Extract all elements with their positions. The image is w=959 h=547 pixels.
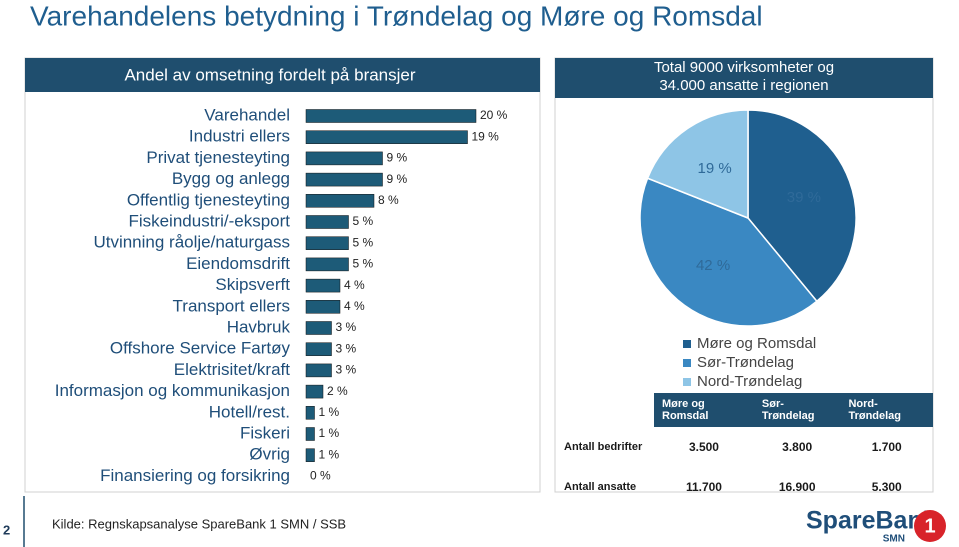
pie-slice	[747, 109, 857, 303]
category-label: Eiendomsdrift	[186, 254, 290, 273]
bar	[305, 363, 332, 378]
logo-sub: SMN	[883, 534, 905, 545]
page-number: 2	[3, 522, 10, 537]
row-label: Antall bedrifter	[564, 441, 643, 453]
value-label: 1 %	[319, 447, 340, 461]
legend-swatch	[683, 378, 691, 386]
row-label: Antall ansatte	[564, 481, 637, 493]
value-label: 9 %	[387, 151, 408, 165]
value-label: 5 %	[353, 214, 374, 228]
value-label: 3 %	[336, 341, 357, 355]
table-cell: 3.500	[688, 440, 719, 454]
bar	[305, 194, 375, 208]
logo-circle	[914, 510, 946, 542]
slice-label: 39 %	[787, 189, 821, 206]
value-label: 3 %	[336, 320, 357, 334]
legend-label: Sør-Trøndelag	[697, 354, 794, 371]
category-label: Fiskeindustri/-eksport	[128, 211, 290, 230]
category-label: Offentlig tjenesteyting	[127, 190, 290, 209]
bar	[305, 342, 332, 356]
category-label: Elektrisitet/kraft	[174, 360, 290, 379]
summary-table: Møre og Romsdal Sør-Trøndelag Nord-Trønd…	[558, 393, 933, 507]
table-cell: 16.900	[778, 480, 816, 494]
slice-label: 42 %	[696, 257, 730, 274]
value-label: 4 %	[344, 278, 365, 292]
value-label: 1 %	[319, 405, 340, 419]
bar	[305, 151, 383, 166]
value-label: 2 %	[327, 384, 348, 398]
category-label: Offshore Service Fartøy	[110, 339, 291, 358]
bar	[305, 257, 349, 272]
bar	[305, 172, 383, 187]
category-label: Havbruk	[227, 317, 291, 336]
value-label: 5 %	[353, 235, 374, 249]
pie-title-box: Total 9000 virksomheter og 34.000 ansatt…	[653, 59, 835, 94]
pie-panel-header	[555, 58, 933, 98]
category-label: Varehandel	[204, 105, 290, 124]
pie-chart-title: Total 9000 virksomheter og 34.000 ansatt…	[653, 59, 835, 94]
category-label: Industri ellers	[189, 127, 290, 146]
bar	[305, 448, 315, 462]
category-label: Hotell/rest.	[209, 402, 290, 421]
pie-slice	[639, 177, 818, 327]
source-note: Kilde: Regnskapsanalyse SpareBank 1 SMN …	[52, 516, 346, 531]
table-cell: 1.700	[871, 440, 902, 454]
table-header-row: Møre og Romsdal Sør-Trøndelag Nord-Trønd…	[558, 393, 933, 427]
bar	[305, 384, 324, 399]
bar	[305, 278, 341, 293]
table-cell: 5.300	[871, 480, 902, 494]
value-label: 9 %	[387, 172, 408, 186]
logo-number: 1	[924, 515, 935, 537]
table-corner	[558, 393, 654, 427]
table-cell: 11.700	[685, 480, 722, 494]
category-label: Informasjon og kommunikasjon	[55, 381, 290, 400]
value-label: 0 %	[310, 469, 331, 483]
bar	[305, 321, 332, 335]
category-label: Bygg og anlegg	[172, 169, 290, 188]
legend-label: Nord-Trøndelag	[697, 373, 802, 390]
table-row: Antall bedrifter 3.500 3.800 1.700	[558, 427, 933, 467]
bar	[305, 109, 477, 123]
legend-swatch	[683, 359, 691, 367]
value-label: 19 %	[472, 129, 500, 143]
legend-label: Møre og Romsdal	[697, 335, 816, 352]
bar	[305, 130, 468, 144]
category-label: Privat tjenesteyting	[146, 148, 290, 167]
legend-swatch	[683, 340, 691, 348]
value-label: 4 %	[344, 299, 365, 313]
table-header: Nord-Trøndelag	[840, 393, 933, 427]
bar-chart-title: Andel av omsetning fordelt på bransjer	[124, 65, 415, 84]
table-row: Antall ansatte 11.700 16.900 5.300	[558, 467, 933, 507]
value-label: 3 %	[336, 363, 357, 377]
bar	[305, 236, 349, 250]
category-label: Utvinning råolje/naturgass	[93, 233, 290, 252]
value-label: 20 %	[480, 108, 508, 122]
slide-title: Varehandelens betydning i Trøndelag og M…	[30, 0, 763, 31]
value-label: 1 %	[319, 426, 340, 440]
category-label: Skipsverft	[215, 275, 290, 294]
slice-label: 19 %	[698, 160, 732, 177]
table-cell: 3.800	[782, 440, 813, 454]
table-header: Møre og Romsdal	[654, 393, 754, 427]
value-label: 5 %	[353, 257, 374, 271]
category-label: Finansiering og forsikring	[100, 466, 290, 485]
bar-panel-header	[25, 58, 540, 92]
table-header: Sør-Trøndelag	[753, 393, 841, 427]
category-label: Fiskeri	[240, 423, 290, 442]
value-label: 8 %	[378, 193, 399, 207]
bar	[305, 427, 315, 441]
bar	[305, 215, 349, 229]
category-label: Øvrig	[249, 445, 290, 464]
bar	[305, 406, 315, 420]
pie-slice	[646, 109, 749, 220]
category-label: Transport ellers	[173, 296, 290, 315]
bar	[305, 300, 341, 314]
